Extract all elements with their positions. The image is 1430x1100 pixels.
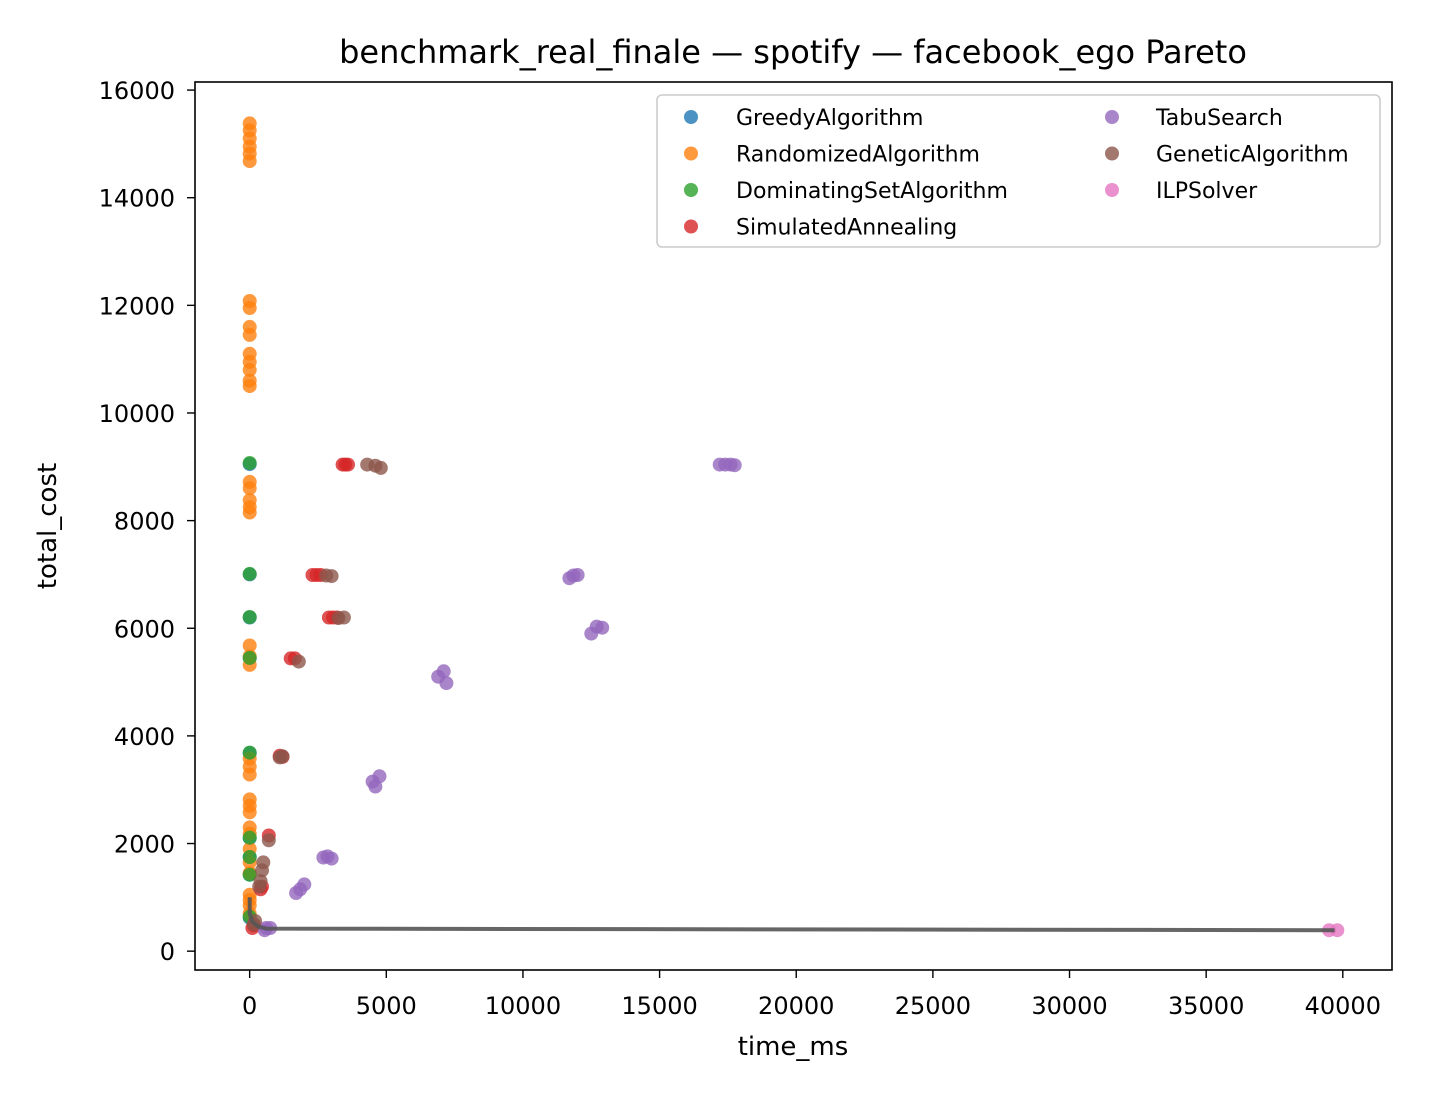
point-tabu-search-21 bbox=[297, 877, 312, 892]
legend-label-randomized-algorithm: RandomizedAlgorithm bbox=[736, 143, 980, 168]
x-tick-label-30000: 30000 bbox=[1031, 992, 1107, 1020]
point-randomized-algorithm-25 bbox=[242, 767, 257, 782]
point-genetic-algorithm-6 bbox=[336, 610, 351, 625]
y-tick-label-8000: 8000 bbox=[114, 508, 175, 536]
legend-marker-tabu-search bbox=[1105, 110, 1119, 124]
point-dominating-set-algorithm-3 bbox=[242, 650, 257, 665]
y-tick-label-2000: 2000 bbox=[114, 831, 175, 859]
y-tick-label-14000: 14000 bbox=[99, 185, 175, 213]
point-tabu-search-9 bbox=[595, 620, 610, 635]
y-axis-label: total_cost bbox=[33, 463, 63, 589]
legend-marker-genetic-algorithm bbox=[1105, 146, 1119, 161]
legend-marker-simulated-annealing bbox=[684, 219, 698, 234]
legend-label-dominating-set-algorithm: DominatingSetAlgorithm bbox=[736, 179, 1008, 204]
x-tick-label-15000: 15000 bbox=[621, 992, 697, 1020]
y-axis-ticks: 0 2000 4000 6000 8000 10000 12000 14000 16000 bbox=[99, 77, 195, 966]
y-tick-label-10000: 10000 bbox=[99, 400, 175, 428]
point-dominating-set-algorithm-4 bbox=[242, 745, 257, 760]
legend-marker-randomized-algorithm bbox=[684, 146, 698, 161]
y-tick-label-4000: 4000 bbox=[114, 723, 175, 751]
pareto-front-line bbox=[247, 897, 1335, 933]
legend-marker-ilpsolver bbox=[1105, 183, 1119, 197]
x-tick-label-0: 0 bbox=[242, 992, 257, 1020]
legend-frame bbox=[656, 94, 1381, 248]
point-genetic-algorithm-7 bbox=[291, 654, 306, 669]
point-randomized-algorithm-9 bbox=[242, 327, 257, 342]
legend-label-simulated-annealing: SimulatedAnnealing bbox=[736, 216, 957, 241]
y-tick-label-16000: 16000 bbox=[99, 77, 175, 105]
point-dominating-set-algorithm-6 bbox=[242, 850, 257, 864]
legend-label-ilpsolver: ILPSolver bbox=[1156, 179, 1258, 204]
plot-area bbox=[242, 116, 1345, 938]
point-tabu-search-18 bbox=[324, 851, 339, 866]
point-genetic-algorithm-14 bbox=[252, 879, 267, 894]
point-tabu-search-15 bbox=[372, 769, 387, 784]
point-tabu-search-11 bbox=[436, 664, 451, 679]
point-tabu-search-12 bbox=[439, 676, 454, 691]
point-dominating-set-algorithm-1 bbox=[242, 566, 257, 581]
legend-label-tabu-search: TabuSearch bbox=[1155, 106, 1283, 131]
point-tabu-search-6 bbox=[570, 568, 585, 582]
point-randomized-algorithm-20 bbox=[242, 638, 257, 653]
point-genetic-algorithm-2 bbox=[373, 460, 388, 475]
point-randomized-algorithm-5 bbox=[242, 154, 257, 169]
point-dominating-set-algorithm-0 bbox=[242, 456, 257, 470]
point-dominating-set-algorithm-7 bbox=[242, 867, 257, 882]
series-genetic-algorithm bbox=[246, 457, 388, 932]
y-tick-label-0: 0 bbox=[160, 938, 175, 966]
y-tick-label-12000: 12000 bbox=[99, 292, 175, 320]
point-randomized-algorithm-28 bbox=[242, 805, 257, 820]
point-genetic-algorithm-4 bbox=[324, 569, 339, 584]
chart-title: benchmark_real_finale — spotify — facebo… bbox=[339, 33, 1247, 71]
point-randomized-algorithm-19 bbox=[242, 505, 257, 520]
x-tick-label-40000: 40000 bbox=[1305, 992, 1381, 1020]
point-ilpsolver-1 bbox=[1330, 923, 1345, 938]
series-tabu-search bbox=[257, 457, 742, 938]
x-tick-label-25000: 25000 bbox=[895, 992, 971, 1020]
x-axis-ticks: 0 5000 10000 15000 20000 25000 30000 35000 40000 bbox=[242, 970, 1381, 1020]
point-genetic-algorithm-9 bbox=[275, 749, 290, 764]
legend-label-greedy-algorithm: GreedyAlgorithm bbox=[736, 106, 923, 131]
x-axis-label: time_ms bbox=[738, 1032, 849, 1062]
point-randomized-algorithm-14 bbox=[242, 379, 257, 394]
point-randomized-algorithm-7 bbox=[242, 301, 257, 315]
point-dominating-set-algorithm-2 bbox=[242, 610, 257, 624]
x-tick-label-35000: 35000 bbox=[1168, 992, 1244, 1020]
x-tick-label-20000: 20000 bbox=[758, 992, 834, 1020]
point-genetic-algorithm-10 bbox=[261, 833, 276, 848]
x-tick-label-5000: 5000 bbox=[356, 992, 417, 1020]
point-randomized-algorithm-12 bbox=[242, 362, 257, 377]
legend-marker-dominating-set-algorithm bbox=[684, 183, 698, 197]
axes-frame bbox=[194, 81, 1393, 971]
legend-label-genetic-algorithm: GeneticAlgorithm bbox=[1156, 143, 1349, 168]
point-genetic-algorithm-12 bbox=[255, 863, 269, 878]
point-simulated-annealing-2 bbox=[341, 457, 355, 472]
point-tabu-search-3 bbox=[727, 458, 742, 473]
point-dominating-set-algorithm-5 bbox=[242, 830, 257, 845]
legend: GreedyAlgorithm RandomizedAlgorithm Domina… bbox=[656, 94, 1381, 248]
y-tick-label-6000: 6000 bbox=[114, 615, 175, 643]
x-tick-label-10000: 10000 bbox=[485, 992, 561, 1020]
legend-marker-greedy-algorithm bbox=[684, 110, 698, 124]
point-randomized-algorithm-16 bbox=[242, 481, 257, 496]
